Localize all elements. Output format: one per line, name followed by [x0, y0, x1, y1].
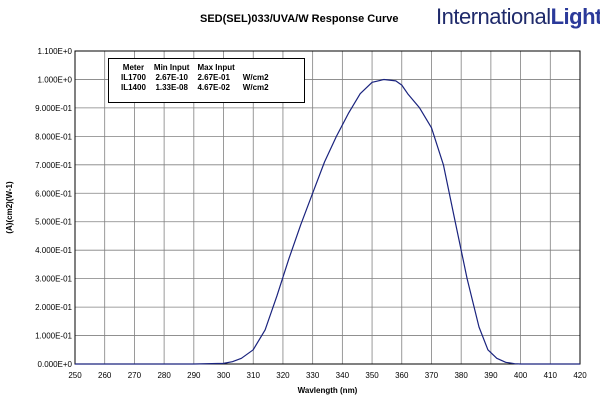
y-tick-label: 2.000E-01 — [35, 303, 72, 312]
x-tick-label: 290 — [187, 371, 201, 380]
min-input-value: 1.33E-08 — [155, 83, 188, 92]
y-tick-label: 8.000E-01 — [35, 132, 72, 141]
x-tick-label: 380 — [454, 371, 468, 380]
meter-name: IL1700 — [121, 73, 146, 82]
header-min-input: Min Input — [153, 63, 190, 72]
y-tick-label: 4.000E-01 — [35, 246, 72, 255]
meter-table-row: IL1700 2.67E-10 2.67E-01 W/cm2 — [117, 73, 273, 83]
header-unit — [239, 63, 273, 73]
x-tick-label: 340 — [336, 371, 350, 380]
x-tick-label: 390 — [484, 371, 498, 380]
international-light-logo: InternationalLight — [436, 4, 600, 30]
x-tick-label: 260 — [98, 371, 112, 380]
unit-value: W/cm2 — [242, 83, 269, 92]
y-axis-label: (A)(cm2)(W-1) — [5, 181, 14, 234]
x-tick-label: 370 — [425, 371, 439, 380]
chart-title: SED(SEL)033/UVA/W Response Curve — [200, 13, 399, 25]
x-tick-label: 420 — [573, 371, 587, 380]
grid-layer — [74, 50, 581, 365]
meter-range-legend: Meter Min Input Max Input IL1700 2.67E-1… — [108, 58, 305, 103]
x-axis-label: Wavlength (nm) — [298, 386, 358, 395]
y-tick-label: 1.100E+0 — [38, 47, 73, 56]
min-input-value: 2.67E-10 — [155, 73, 188, 82]
y-tick-labels: 0.000E+0 1.000E-01 2.000E-01 3.000E-01 4.000… — [35, 47, 72, 369]
x-tick-label: 320 — [276, 371, 290, 380]
x-tick-label: 300 — [217, 371, 231, 380]
y-tick-label: 9.000E-01 — [35, 104, 72, 113]
x-tick-label: 350 — [365, 371, 379, 380]
x-tick-label: 280 — [157, 371, 171, 380]
header-meter: Meter — [122, 63, 145, 72]
logo-text-light: Light — [550, 4, 600, 29]
header-max-input: Max Input — [197, 63, 235, 72]
y-tick-label: 0.000E+0 — [38, 360, 73, 369]
y-tick-label: 7.000E-01 — [35, 161, 72, 170]
x-tick-label: 250 — [68, 371, 82, 380]
x-tick-label: 360 — [395, 371, 409, 380]
x-tick-label: 330 — [306, 371, 320, 380]
x-tick-label: 400 — [514, 371, 528, 380]
max-input-value: 2.67E-01 — [197, 73, 230, 82]
x-tick-label: 270 — [128, 371, 142, 380]
response-curve-line — [75, 78, 580, 365]
meter-range-table: Meter Min Input Max Input IL1700 2.67E-1… — [117, 63, 273, 93]
y-tick-label: 1.000E+0 — [38, 75, 73, 84]
max-input-value: 4.67E-02 — [197, 83, 230, 92]
meter-table-header-row: Meter Min Input Max Input — [117, 63, 273, 73]
series-layer — [75, 78, 580, 365]
x-tick-label: 310 — [247, 371, 261, 380]
plot-area-frame — [74, 50, 581, 365]
x-tick-labels: 250 260 270 280 290 300 310 320 330 340 350 360 370 3… — [68, 371, 587, 380]
logo-text-international: International — [436, 4, 551, 29]
meter-name: IL1400 — [121, 83, 146, 92]
y-tick-label: 5.000E-01 — [35, 218, 72, 227]
unit-value: W/cm2 — [242, 73, 269, 82]
y-tick-label: 3.000E-01 — [35, 275, 72, 284]
y-tick-label: 6.000E-01 — [35, 189, 72, 198]
meter-table-row: IL1400 1.33E-08 4.67E-02 W/cm2 — [117, 83, 273, 93]
y-tick-label: 1.000E-01 — [35, 332, 72, 341]
x-tick-label: 410 — [544, 371, 558, 380]
